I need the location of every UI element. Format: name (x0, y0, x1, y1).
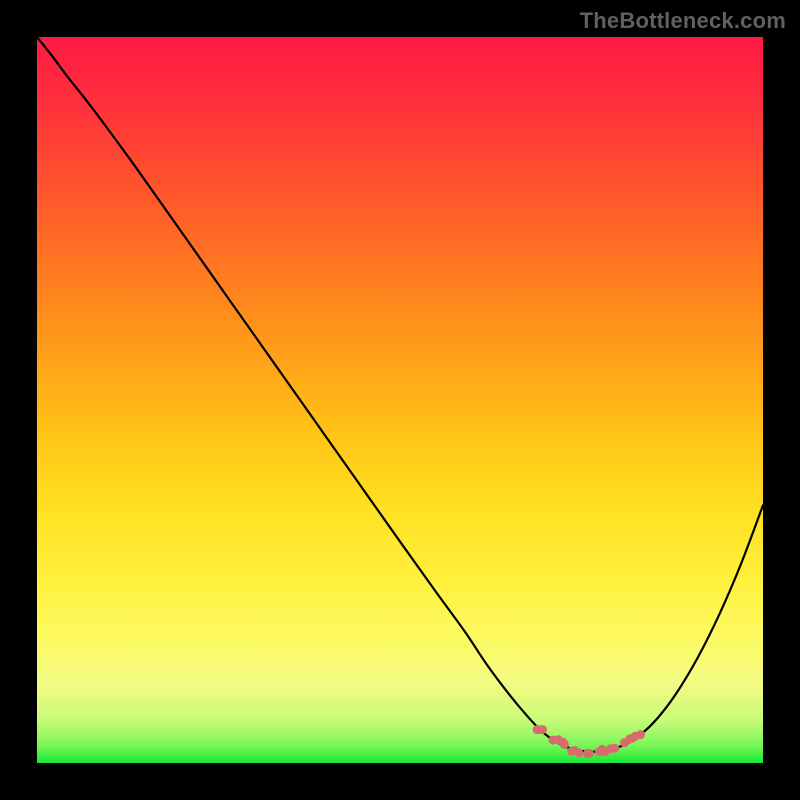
valley-highlight (533, 725, 645, 758)
bottleneck-curve (37, 37, 763, 752)
curve-layer (37, 37, 763, 763)
plot-area (37, 37, 763, 763)
chart-container: TheBottleneck.com (0, 0, 800, 800)
watermark-text: TheBottleneck.com (580, 8, 786, 34)
